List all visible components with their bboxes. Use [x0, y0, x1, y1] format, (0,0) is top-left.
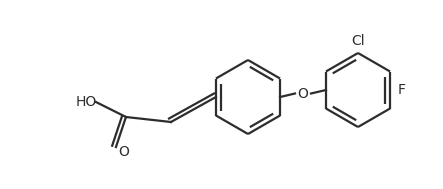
FancyBboxPatch shape [393, 84, 407, 96]
Text: O: O [119, 145, 129, 159]
Text: F: F [398, 83, 406, 97]
FancyBboxPatch shape [350, 37, 366, 49]
Text: O: O [298, 87, 308, 101]
FancyBboxPatch shape [296, 88, 310, 99]
Text: Cl: Cl [351, 34, 365, 48]
Text: HO: HO [75, 95, 97, 109]
